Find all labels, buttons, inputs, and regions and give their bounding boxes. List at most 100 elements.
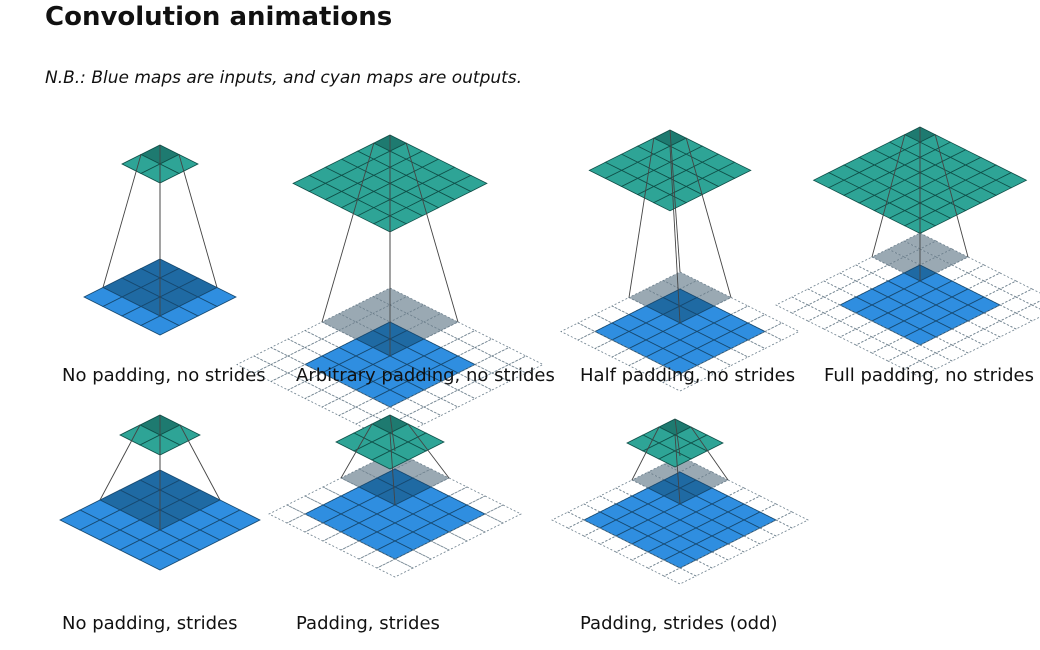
padding-cell: [491, 364, 527, 382]
output-cell: [652, 194, 688, 212]
padding-cell: [823, 320, 857, 338]
padding-cell: [440, 338, 476, 357]
padding-cell: [270, 338, 306, 357]
padding-cell: [1031, 300, 1040, 310]
conv-diagram: [268, 414, 522, 578]
padding-cell: [611, 348, 647, 366]
padding-cell: [713, 297, 749, 315]
animation-no-padding-no-strides: [60, 130, 260, 336]
padding-cell: [662, 373, 698, 392]
conv-diagram: [775, 126, 1040, 378]
projection-line: [690, 426, 729, 481]
padding-cell: [903, 344, 937, 362]
padding-cell: [807, 280, 841, 298]
animation-arbitrary-padding-no-strides: [236, 130, 544, 442]
projection-line: [321, 142, 375, 323]
padding-cell: [287, 347, 323, 365]
projection-line: [871, 134, 906, 258]
padding-cell: [457, 347, 493, 365]
padding-cell: [696, 356, 732, 375]
legend-note: N.B.: Blue maps are inputs, and cyan map…: [45, 68, 523, 88]
padding-cell: [423, 381, 459, 399]
padding-cell: [791, 304, 825, 322]
projection-line: [674, 418, 681, 457]
padding-cell: [713, 348, 749, 366]
padding-cell: [376, 558, 414, 578]
projection-line: [99, 424, 141, 501]
padding-cell: [474, 355, 510, 374]
padding-cell: [268, 504, 306, 524]
projection-line: [405, 142, 459, 323]
conv-diagram: [551, 418, 809, 585]
conv-diagram: [59, 414, 261, 571]
padding-cell: [440, 321, 476, 340]
padding-cell: [287, 381, 323, 399]
padding-cell: [594, 305, 630, 324]
padding-cell: [577, 331, 613, 349]
projection-line: [389, 414, 396, 452]
padding-cell: [594, 339, 630, 358]
input-cell: [140, 315, 180, 336]
conv-diagram: [560, 129, 800, 392]
conv-diagram: [83, 144, 237, 336]
padding-cell: [560, 322, 596, 341]
padding-cell: [321, 330, 357, 348]
animation-half-padding-no-strides: [560, 129, 800, 392]
padding-cell: [474, 338, 510, 357]
caption-padding-strides-odd: Padding, strides (odd): [580, 613, 778, 634]
padding-cell: [663, 567, 697, 585]
padding-cell: [839, 264, 873, 282]
caption-full-padding-no-strides: Full padding, no strides: [824, 365, 1034, 386]
projection-line: [631, 426, 660, 481]
padding-cell: [389, 415, 425, 433]
padding-cell: [764, 322, 800, 341]
projection-line: [669, 146, 681, 324]
padding-cell: [491, 347, 527, 365]
projection-line: [628, 138, 655, 298]
padding-cell: [679, 365, 715, 383]
padding-cell: [508, 355, 544, 374]
projection-line: [389, 432, 396, 506]
padding-cell: [747, 331, 783, 349]
padding-cell: [855, 336, 889, 354]
padding-cell: [871, 344, 905, 362]
padding-cell: [645, 365, 681, 383]
caption-no-padding-no-strides: No padding, no strides: [62, 365, 266, 386]
padding-cell: [628, 356, 664, 375]
padding-cell: [807, 296, 841, 314]
padding-cell: [253, 364, 289, 382]
projection-line: [669, 129, 681, 273]
projection-line: [407, 423, 450, 479]
padding-cell: [577, 314, 613, 332]
padding-cell: [484, 504, 522, 524]
padding-cell: [440, 372, 476, 391]
padding-cell: [304, 338, 340, 357]
padding-cell: [287, 330, 323, 348]
padding-cell: [551, 511, 585, 529]
padding-cell: [967, 264, 1001, 282]
padding-cell: [457, 364, 493, 382]
animation-full-padding-no-strides: [775, 125, 1040, 378]
padding-cell: [389, 398, 425, 416]
padding-cell: [823, 272, 857, 290]
padding-cell: [355, 398, 391, 416]
animation-padding-strides-odd: [551, 415, 809, 585]
padding-cell: [457, 381, 493, 399]
padding-cell: [270, 355, 306, 374]
padding-cell: [775, 511, 809, 529]
padding-cell: [372, 406, 408, 425]
projection-line: [102, 154, 142, 288]
padding-cell: [304, 321, 340, 340]
padding-cell: [406, 406, 442, 425]
padding-cell: [236, 355, 272, 374]
caption-no-padding-strides: No padding, strides: [62, 613, 238, 634]
caption-half-padding-no-strides: Half padding, no strides: [580, 365, 796, 386]
padding-cell: [730, 305, 766, 324]
padding-cell: [270, 372, 306, 391]
padding-cell: [967, 328, 1001, 346]
padding-cell: [775, 296, 809, 314]
padding-cell: [807, 312, 841, 330]
page-title: Convolution animations: [45, 2, 393, 32]
padding-cell: [287, 364, 323, 382]
projection-line: [179, 424, 221, 501]
